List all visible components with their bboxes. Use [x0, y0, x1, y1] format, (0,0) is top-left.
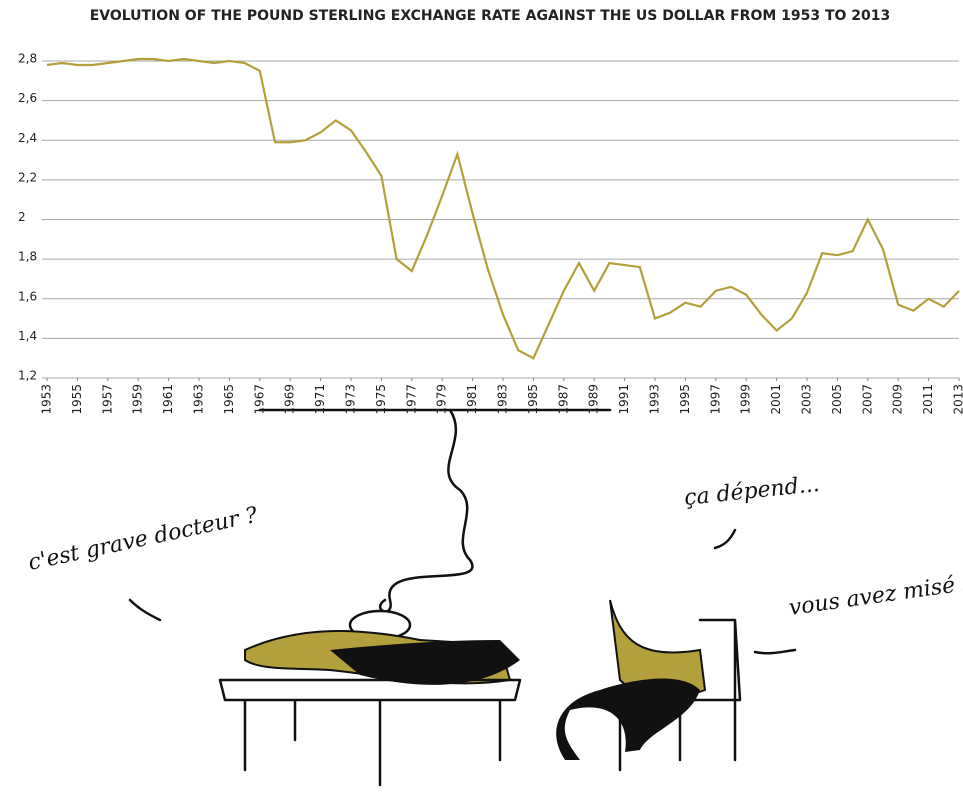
x-tick-label: 2005	[830, 384, 844, 415]
x-tick-label: 1979	[435, 384, 449, 415]
x-tick-label: 1969	[283, 384, 297, 415]
x-tick-label: 2009	[891, 384, 905, 415]
x-tick-label: 1957	[100, 384, 114, 415]
speech: ça dépend...	[683, 472, 821, 511]
x-tick-label: 1953	[40, 384, 54, 415]
x-tick-label: 1955	[70, 384, 84, 415]
x-tick-label: 1977	[404, 384, 418, 415]
x-tick-label: 1981	[465, 384, 479, 415]
y-tick-label: 1,8	[18, 250, 37, 264]
x-tick-label: 1999	[739, 384, 753, 415]
y-tick-label: 2,4	[18, 131, 37, 145]
lamp-cord	[258, 408, 612, 613]
x-tick-label: 1989	[587, 384, 601, 415]
x-tick-label: 2001	[769, 384, 783, 415]
doctor-legs	[556, 678, 700, 760]
y-tick-label: 1,4	[18, 329, 37, 343]
speech: c'est grave docteur ?	[26, 503, 260, 576]
x-tick-label: 1961	[161, 384, 175, 415]
line	[46, 57, 960, 360]
y-tick-label: 2,2	[18, 170, 37, 184]
x-tick-label: 2003	[800, 384, 814, 415]
couch	[218, 678, 522, 787]
chart-title: EVOLUTION OF THE POUND STERLING EXCHANGE…	[90, 8, 891, 24]
bubble-tails	[128, 528, 797, 655]
x-tick-label: 2013	[952, 384, 963, 415]
x-tick-label: 1985	[526, 384, 540, 415]
patient-legs	[330, 640, 520, 685]
x-tick-label: 1997	[708, 384, 722, 415]
x-tick-label: 1993	[648, 384, 662, 415]
x-tick-label: 1987	[556, 384, 570, 415]
x-tick-label: 1995	[678, 384, 692, 415]
y-tick-label: 2,6	[18, 91, 37, 105]
x-tick-label: 2011	[921, 384, 935, 415]
cartoon	[128, 408, 797, 787]
y-tick-label: 1,6	[18, 289, 37, 303]
x-tick-label: 2007	[860, 384, 874, 415]
x-tick-label: 1963	[192, 384, 206, 415]
x-tick-label: 1991	[617, 384, 631, 415]
x-tick-label: 1975	[374, 384, 388, 415]
x-tick-label: 1967	[252, 384, 266, 415]
x-tick-label: 1973	[344, 384, 358, 415]
x-tick-label: 1959	[131, 384, 145, 415]
y-tick-label: 2,8	[18, 52, 37, 66]
y-tick-label: 1,2	[18, 369, 37, 383]
x-tick-label: 1971	[313, 384, 327, 415]
x-tick-label: 1965	[222, 384, 236, 415]
chair	[618, 618, 742, 772]
y-tick-label: 2	[18, 210, 26, 224]
x-tick-label: 1983	[496, 384, 510, 415]
speech: vous avez misé sur quoi ?	[787, 557, 963, 621]
